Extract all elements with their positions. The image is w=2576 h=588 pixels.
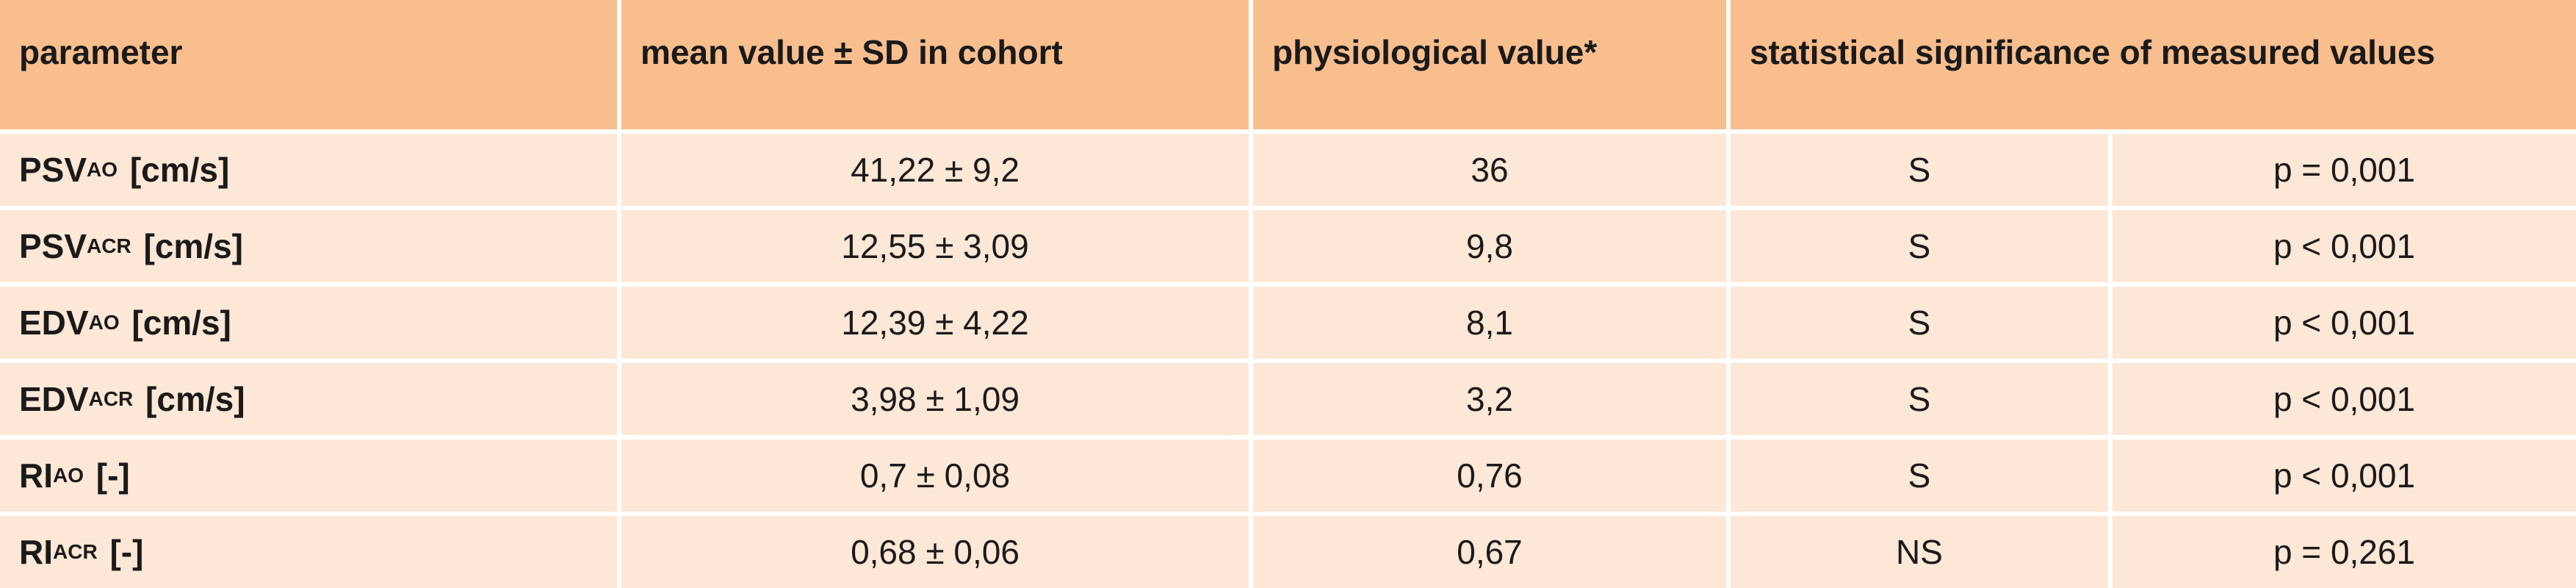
physiological-value-cell: 9,8 xyxy=(1249,210,1726,282)
parameter-name: EDV xyxy=(19,380,89,418)
mean-value-cell: 3,98 ± 1,09 xyxy=(617,363,1249,435)
mean-value-cell: 12,39 ± 4,22 xyxy=(617,287,1249,359)
significance-cell: NS xyxy=(1726,516,2108,588)
mean-value-cell: 41,22 ± 9,2 xyxy=(617,134,1249,206)
parameter-cell: EDV AO [cm/s] xyxy=(0,287,617,359)
parameter-unit: [-] xyxy=(95,456,130,495)
parameter-name: RI xyxy=(19,456,53,495)
parameter-cell: EDV ACR [cm/s] xyxy=(0,363,617,435)
table-row: RI AO [-] 0,7 ± 0,08 0,76 S p < 0,001 xyxy=(0,440,2576,512)
table-row: RI ACR [-] 0,68 ± 0,06 0,67 NS p = 0,261 xyxy=(0,516,2576,588)
mean-value-cell: 0,68 ± 0,06 xyxy=(617,516,1249,588)
mean-value-cell: 12,55 ± 3,09 xyxy=(617,210,1249,282)
parameter-subscript: ACR xyxy=(88,387,134,410)
p-value-cell: p < 0,001 xyxy=(2108,440,2576,512)
p-value-cell: p = 0,261 xyxy=(2108,516,2576,588)
significance-cell: S xyxy=(1726,440,2108,512)
parameter-subscript: ACR xyxy=(87,234,131,257)
parameter-unit: [cm/s] xyxy=(131,304,231,342)
header-mean-value: mean value ± SD in cohort xyxy=(617,0,1249,129)
parameter-subscript: AO xyxy=(87,158,118,181)
significance-cell: S xyxy=(1726,210,2108,282)
parameter-name: RI xyxy=(19,533,53,571)
parameter-unit: [cm/s] xyxy=(129,151,230,189)
parameter-subscript: AO xyxy=(88,311,120,334)
parameter-name: PSV xyxy=(19,227,87,265)
significance-cell: S xyxy=(1726,287,2108,359)
p-value-cell: p = 0,001 xyxy=(2108,134,2576,206)
table-row: EDV ACR [cm/s] 3,98 ± 1,09 3,2 S p < 0,00… xyxy=(0,363,2576,435)
significance-cell: S xyxy=(1726,134,2108,206)
p-value-cell: p < 0,001 xyxy=(2108,287,2576,359)
parameter-unit: [cm/s] xyxy=(143,227,243,265)
table-row: PSV AO [cm/s] 41,22 ± 9,2 36 S p = 0,001 xyxy=(0,134,2576,206)
physiological-value-cell: 0,67 xyxy=(1249,516,1726,588)
header-parameter: parameter xyxy=(19,33,183,71)
parameter-cell: RI ACR [-] xyxy=(0,516,617,588)
parameter-unit: [cm/s] xyxy=(145,380,245,418)
parameter-name: EDV xyxy=(19,304,89,342)
header-statistical-significance: statistical significance of measured val… xyxy=(1726,0,2576,129)
parameter-subscript: AO xyxy=(53,464,84,487)
p-value-cell: p < 0,001 xyxy=(2108,363,2576,435)
table-row: EDV AO [cm/s] 12,39 ± 4,22 8,1 S p < 0,00… xyxy=(0,287,2576,359)
header-physiological-value: physiological value* xyxy=(1249,0,1726,129)
p-value-cell: p < 0,001 xyxy=(2108,210,2576,282)
significance-cell: S xyxy=(1726,363,2108,435)
parameter-subscript: ACR xyxy=(53,540,98,563)
table-header-row: parameter mean value ± SD in cohort phys… xyxy=(0,0,2576,129)
table-row: PSV ACR [cm/s] 12,55 ± 3,09 9,8 S p < 0,0… xyxy=(0,210,2576,282)
parameter-cell: RI AO [-] xyxy=(0,440,617,512)
physiological-value-cell: 0,76 xyxy=(1249,440,1726,512)
parameter-unit: [-] xyxy=(109,533,144,571)
mean-value-cell: 0,7 ± 0,08 xyxy=(617,440,1249,512)
physiological-value-cell: 3,2 xyxy=(1249,363,1726,435)
physiological-value-cell: 8,1 xyxy=(1249,287,1726,359)
parameter-cell: PSV ACR [cm/s] xyxy=(0,210,617,282)
parameter-cell: PSV AO [cm/s] xyxy=(0,134,617,206)
parameter-name: PSV xyxy=(19,151,87,189)
physiological-value-cell: 36 xyxy=(1249,134,1726,206)
